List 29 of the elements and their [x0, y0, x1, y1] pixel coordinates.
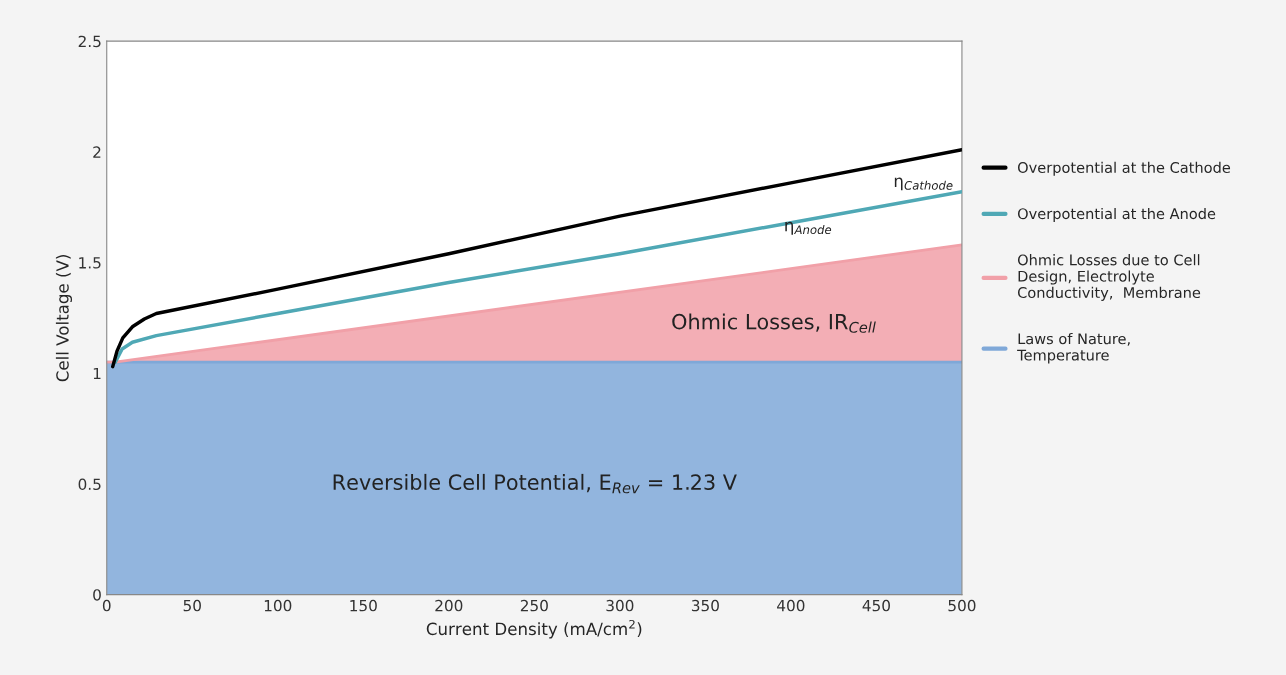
- annotation: Reversible Cell Potential, E$_{Rev}$ = 1.23 V: [333, 473, 737, 494]
- y-tick-label: 2: [93, 146, 101, 158]
- legend-label: Overpotential at the Cathode: [1017, 161, 1231, 176]
- x-tick-label: 0: [102, 599, 111, 612]
- y-tick-label: 1: [93, 367, 101, 380]
- legend-label: Laws of Nature, Temperature: [1017, 332, 1130, 364]
- annotation: Ohmic Losses, IR$_{Cell}$: [672, 313, 876, 333]
- annotation: η$_{Anode}$: [785, 221, 832, 235]
- line-series: [110, 147, 962, 369]
- x-axis-title: Current Density (mA/cm$^{2}$): [426, 619, 642, 639]
- x-tick-label: 300: [606, 599, 634, 612]
- x-tick-label: 200: [435, 599, 463, 612]
- y-tick-label: 0.5: [78, 478, 101, 490]
- y-tick-label: 0: [93, 589, 101, 601]
- annotation: η$_{Cathode}$: [894, 177, 953, 191]
- x-tick-label: 400: [777, 599, 805, 612]
- legend-label: Overpotential at the Anode: [1017, 207, 1216, 223]
- x-tick-label: 50: [183, 599, 201, 612]
- y-tick-label: 1.5: [79, 257, 101, 269]
- x-tick-label: 150: [350, 599, 377, 612]
- x-tick-label: 100: [264, 599, 292, 612]
- x-tick-label: 250: [520, 599, 548, 612]
- x-tick-label: 500: [948, 599, 976, 612]
- line-series: [113, 189, 962, 364]
- x-tick-label: 450: [862, 599, 890, 612]
- x-tick-label: 350: [691, 599, 719, 612]
- legend-label: Ohmic Losses due to Cell Design, Electrolyte Conductivity, Membrane: [1017, 254, 1201, 301]
- y-tick-label: 2.5: [78, 35, 101, 48]
- y-axis-title: Cell Voltage (V): [55, 255, 73, 382]
